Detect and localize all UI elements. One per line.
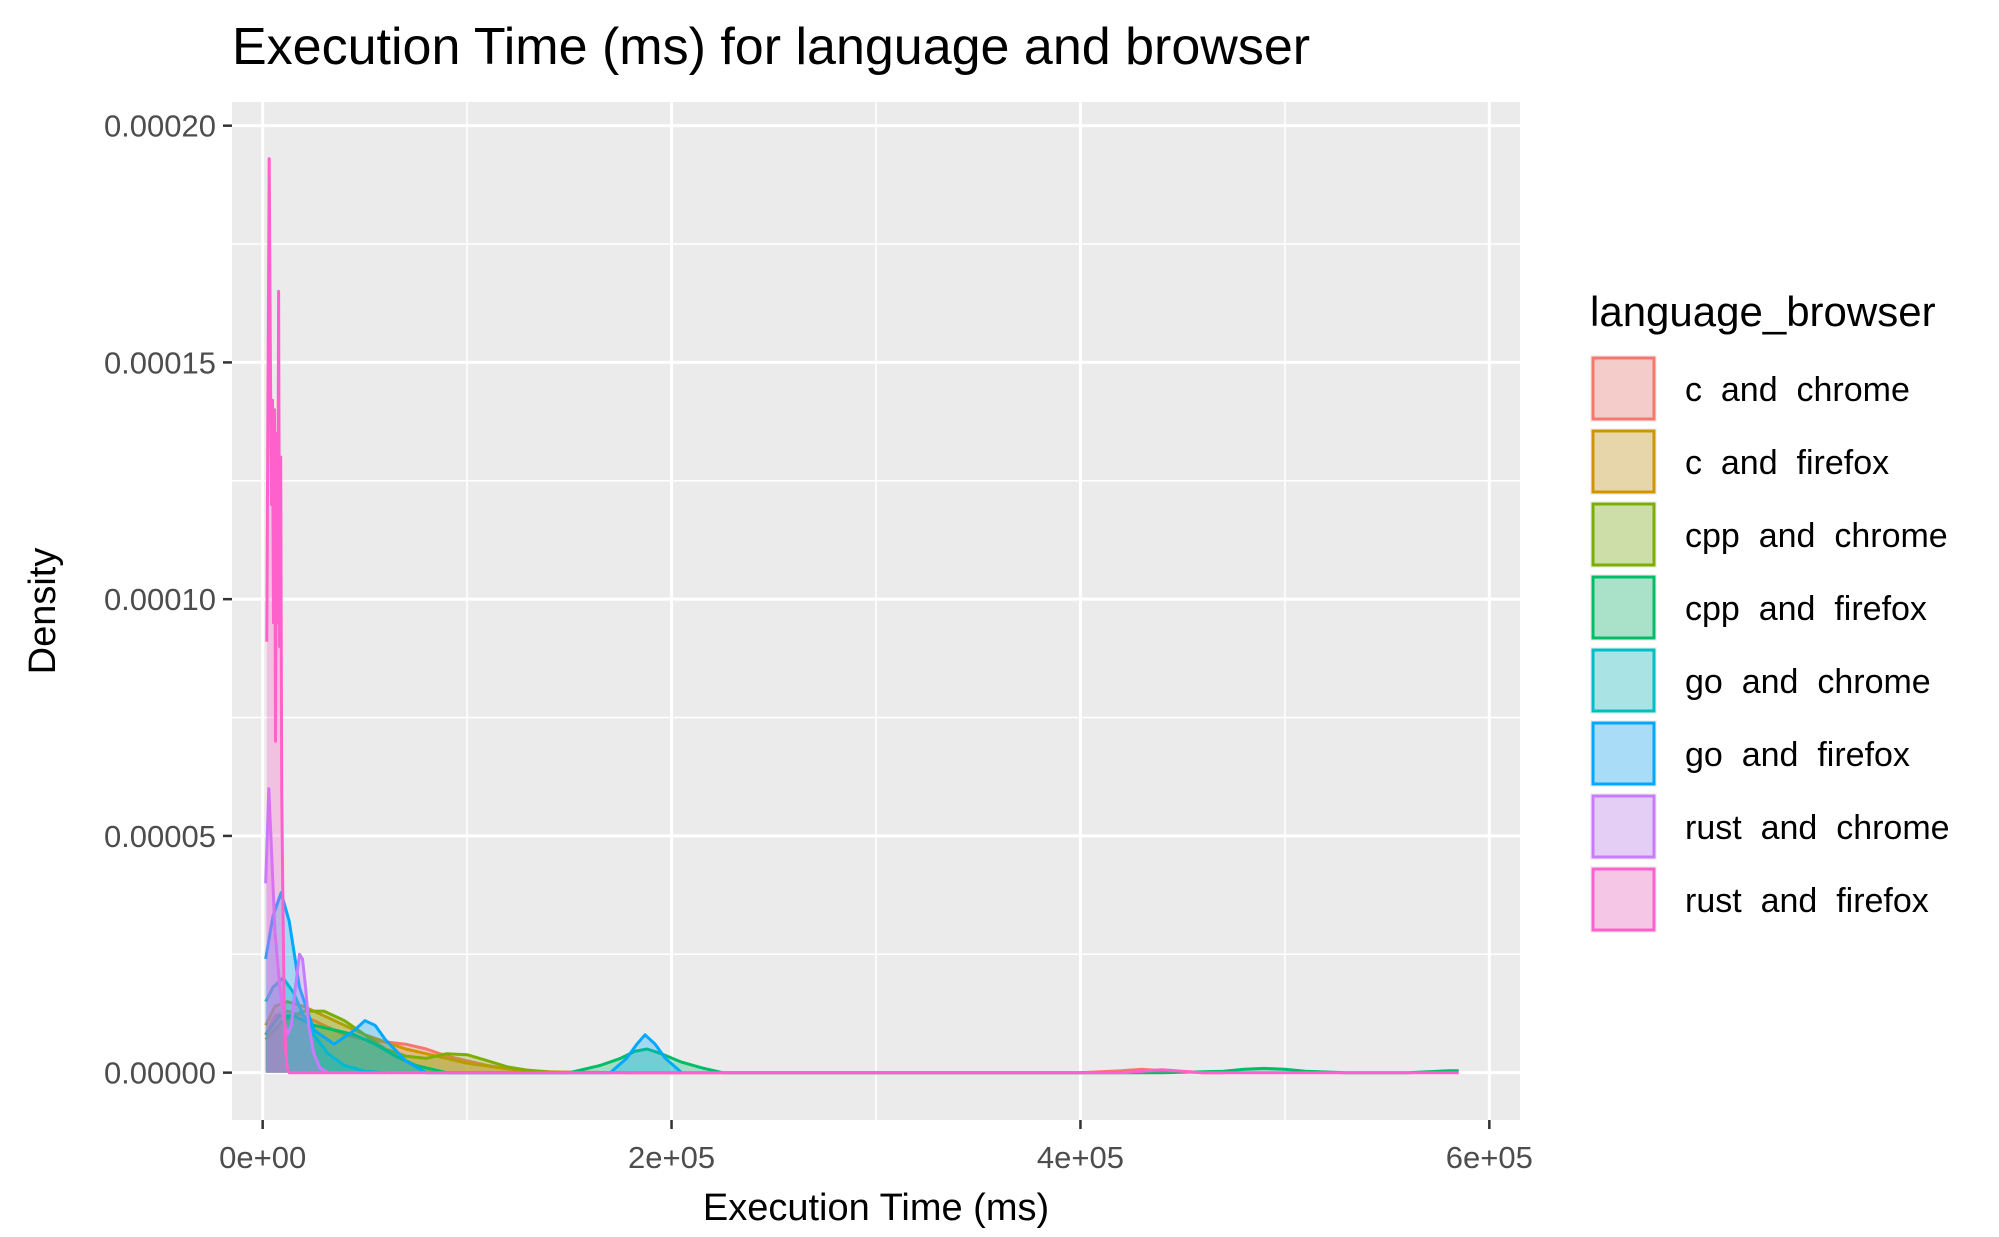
x-tick-label: 2e+05 <box>628 1140 715 1175</box>
legend-swatch <box>1591 429 1656 494</box>
series-line <box>264 891 683 1075</box>
legend-swatch <box>1591 794 1656 859</box>
series-line <box>264 1009 1224 1075</box>
legend: language_browser c and chrome c and firef… <box>1590 288 1950 933</box>
y-tick-label: 0.00020 <box>104 109 216 144</box>
legend-key-bg <box>1590 574 1657 641</box>
legend-key-bg <box>1590 647 1657 714</box>
y-axis-title: Density <box>22 548 64 675</box>
legend-item: rust and chrome <box>1590 793 1950 860</box>
series-line <box>265 157 1459 1075</box>
legend-label: cpp and firefox <box>1685 590 1927 628</box>
x-tick-label: 6e+05 <box>1446 1140 1533 1175</box>
legend-item: c and firefox <box>1590 428 1889 495</box>
legend-swatch <box>1591 867 1656 932</box>
legend-swatch <box>1591 721 1656 786</box>
x-tick-label: 0e+00 <box>219 1140 306 1175</box>
legend-item: c and chrome <box>1590 355 1910 422</box>
y-tick-label: 0.00015 <box>104 345 216 380</box>
legend-item: go and firefox <box>1590 720 1910 787</box>
series-area <box>265 892 682 1073</box>
legend-title: language_browser <box>1590 288 1936 335</box>
series-7 <box>265 157 1459 1075</box>
legend-item: go and chrome <box>1590 647 1931 714</box>
legend-key-bg <box>1590 428 1657 495</box>
series-area <box>265 1015 1459 1073</box>
series-line <box>264 1009 570 1075</box>
legend-key-bg <box>1590 866 1657 933</box>
minor-gridlines <box>232 102 1520 1120</box>
legend-key-bg <box>1590 793 1657 860</box>
series-area <box>265 978 386 1073</box>
series-6 <box>264 787 329 1074</box>
legend-item: rust and firefox <box>1590 866 1929 933</box>
legend-key-bg <box>1590 501 1657 568</box>
legend-label: c and firefox <box>1685 444 1889 482</box>
y-tick-label: 0.00010 <box>104 582 216 617</box>
legend-label: rust and firefox <box>1685 882 1929 920</box>
series-2 <box>264 1009 570 1075</box>
legend-label: rust and chrome <box>1685 809 1950 847</box>
legend-item: cpp and chrome <box>1590 501 1948 568</box>
series-area <box>265 1011 1224 1073</box>
density-series <box>264 157 1459 1075</box>
y-tick-label: 0.00005 <box>104 819 216 854</box>
legend-swatch <box>1591 356 1656 421</box>
series-0 <box>264 1009 1224 1075</box>
y-axis: 0.00000 0.00005 0.00010 0.00015 0.00020 <box>104 109 232 1091</box>
legend-key-bg <box>1590 720 1657 787</box>
legend-label: c and chrome <box>1685 371 1910 409</box>
legend-label: go and chrome <box>1685 663 1931 701</box>
legend-swatch <box>1591 502 1656 567</box>
x-axis: 0e+00 2e+05 4e+05 6e+05 <box>219 1120 1533 1175</box>
legend-item: cpp and firefox <box>1590 574 1927 641</box>
legend-key-bg <box>1590 355 1657 422</box>
series-5 <box>264 891 683 1075</box>
y-tick-label: 0.00000 <box>104 1056 216 1091</box>
x-axis-title: Execution Time (ms) <box>703 1187 1049 1229</box>
legend-swatch <box>1591 575 1656 640</box>
legend-label: cpp and chrome <box>1685 517 1948 555</box>
series-area <box>265 1001 590 1073</box>
x-tick-label: 4e+05 <box>1037 1140 1124 1175</box>
series-line <box>264 787 329 1074</box>
legend-label: go and firefox <box>1685 736 1910 774</box>
major-gridlines <box>232 102 1520 1120</box>
legend-swatch <box>1591 648 1656 713</box>
series-area <box>265 1011 570 1073</box>
chart-title: Execution Time (ms) for language and bro… <box>232 18 1310 76</box>
